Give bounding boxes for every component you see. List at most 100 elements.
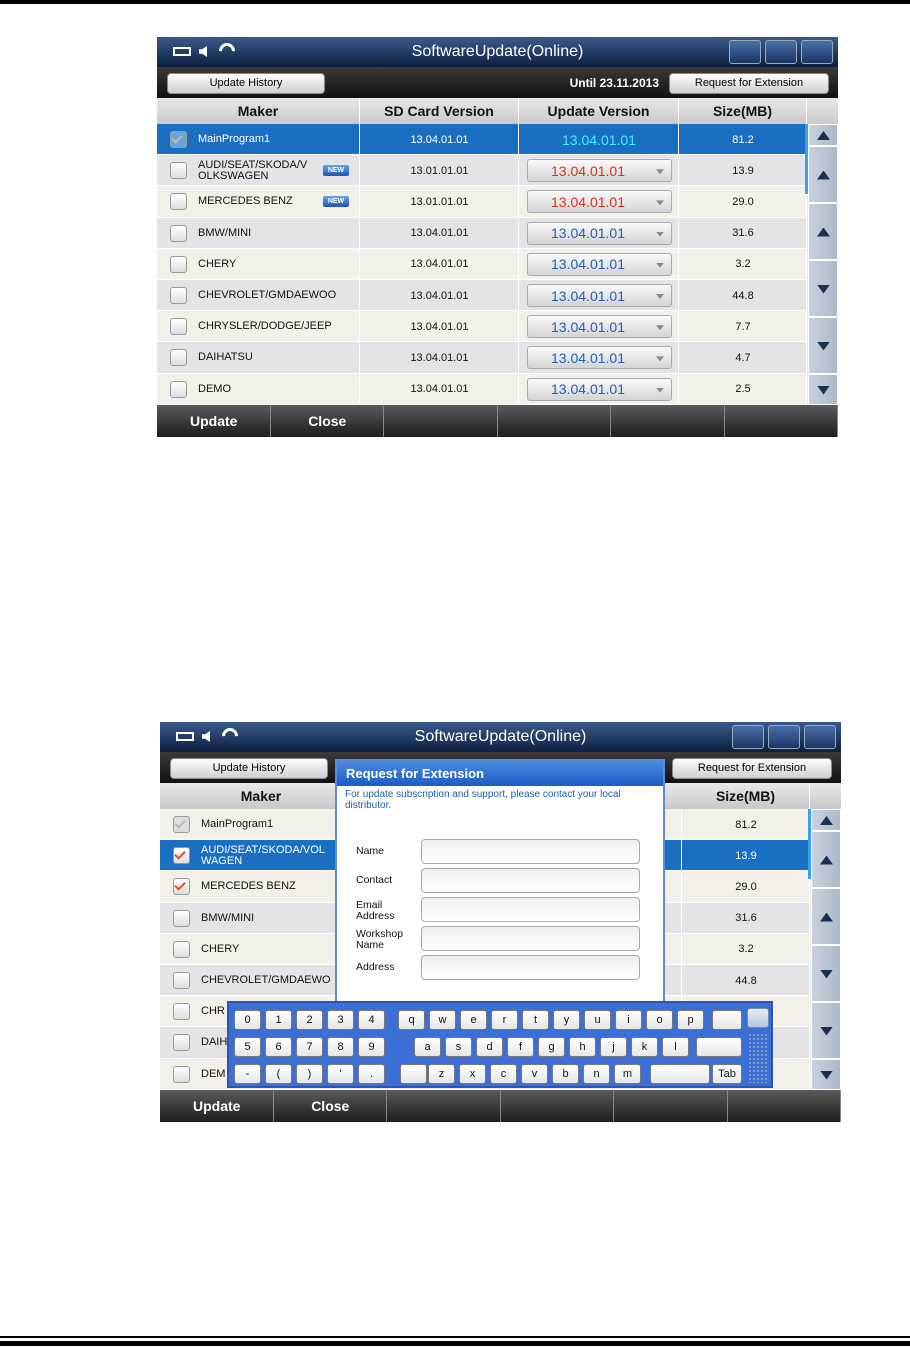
scroll-button[interactable] <box>811 945 841 1002</box>
key[interactable]: o <box>646 1010 673 1030</box>
key[interactable]: 9 <box>358 1037 385 1057</box>
key[interactable]: h <box>569 1037 596 1057</box>
space-key[interactable] <box>650 1064 710 1084</box>
footer-button[interactable] <box>387 1090 501 1122</box>
shift-key[interactable] <box>400 1064 427 1084</box>
scroll-button[interactable] <box>808 146 838 203</box>
checkbox[interactable] <box>173 972 190 989</box>
footer-button[interactable] <box>728 1090 841 1122</box>
key[interactable]: 7 <box>296 1037 323 1057</box>
key[interactable]: q <box>398 1010 425 1030</box>
footer-label[interactable]: Close <box>311 1098 350 1114</box>
key[interactable]: c <box>490 1064 517 1084</box>
version-dropdown[interactable] <box>527 221 672 245</box>
footer-button[interactable] <box>271 405 384 437</box>
scroll-button[interactable] <box>808 260 838 317</box>
key[interactable]: j <box>600 1037 627 1057</box>
key[interactable]: b <box>552 1064 579 1084</box>
scroll-button[interactable] <box>808 317 838 374</box>
history-button[interactable]: Update History <box>167 73 325 94</box>
extension-button[interactable]: Request for Extension <box>672 758 832 779</box>
version-dropdown[interactable] <box>527 252 672 276</box>
key[interactable]: f <box>507 1037 534 1057</box>
key[interactable]: a <box>414 1037 441 1057</box>
scroll-button[interactable] <box>808 203 838 260</box>
scroll-button[interactable] <box>808 374 838 405</box>
key[interactable]: w <box>429 1010 456 1030</box>
nav-button[interactable] <box>765 40 797 64</box>
key[interactable]: m <box>614 1064 641 1084</box>
enter-key[interactable] <box>696 1037 742 1057</box>
key[interactable]: l <box>662 1037 689 1057</box>
nav-button[interactable] <box>729 40 761 64</box>
history-button[interactable]: Update History <box>170 758 328 779</box>
checkbox[interactable] <box>170 162 187 180</box>
checkbox[interactable] <box>173 816 190 833</box>
key[interactable]: g <box>538 1037 565 1057</box>
extension-button[interactable]: Request for Extension <box>669 73 829 94</box>
version-dropdown[interactable] <box>527 159 672 183</box>
nav-button[interactable] <box>804 725 836 749</box>
key[interactable]: ' <box>327 1064 354 1084</box>
key[interactable]: s <box>445 1037 472 1057</box>
footer-label[interactable]: Close <box>308 413 347 429</box>
key[interactable]: p <box>677 1010 704 1030</box>
field-input[interactable] <box>421 926 640 951</box>
key[interactable]: k <box>631 1037 658 1057</box>
footer-label[interactable]: Update <box>193 1098 241 1114</box>
key[interactable]: 8 <box>327 1037 354 1057</box>
key[interactable]: z <box>428 1064 455 1084</box>
key[interactable]: 5 <box>234 1037 261 1057</box>
checkbox[interactable] <box>170 131 187 148</box>
checkbox[interactable] <box>170 193 187 211</box>
checkbox[interactable] <box>170 255 187 273</box>
nav-button[interactable] <box>801 40 833 64</box>
close-key[interactable] <box>747 1008 769 1028</box>
key[interactable]: u <box>584 1010 611 1030</box>
scroll-button[interactable] <box>811 888 841 945</box>
field-input[interactable] <box>421 868 640 893</box>
checkbox[interactable] <box>170 224 187 242</box>
checkbox[interactable] <box>173 1034 190 1052</box>
footer-button[interactable] <box>157 405 271 437</box>
version-dropdown[interactable] <box>527 315 672 339</box>
checkbox[interactable] <box>173 1003 190 1021</box>
key[interactable]: t <box>522 1010 549 1030</box>
scroll-button[interactable] <box>811 809 841 831</box>
key[interactable]: . <box>358 1064 385 1084</box>
key[interactable]: ) <box>296 1064 323 1084</box>
field-input[interactable] <box>421 955 640 980</box>
key[interactable]: x <box>459 1064 486 1084</box>
scroll-button[interactable] <box>808 124 838 146</box>
scroll-button[interactable] <box>811 1002 841 1059</box>
backspace-key[interactable] <box>712 1010 742 1030</box>
checkbox[interactable] <box>173 847 190 865</box>
checkbox[interactable] <box>173 940 190 958</box>
tab-key[interactable]: Tab <box>712 1064 742 1084</box>
key[interactable]: 6 <box>265 1037 292 1057</box>
version-dropdown[interactable] <box>527 284 672 307</box>
key[interactable]: y <box>553 1010 580 1030</box>
key[interactable]: e <box>460 1010 487 1030</box>
scroll-button[interactable] <box>811 831 841 888</box>
version-dropdown[interactable] <box>527 377 672 401</box>
footer-button[interactable] <box>501 1090 614 1122</box>
footer-button[interactable] <box>160 1090 274 1122</box>
checkbox[interactable] <box>170 318 187 336</box>
key[interactable]: r <box>491 1010 518 1030</box>
key[interactable]: 3 <box>327 1010 354 1030</box>
nav-button[interactable] <box>732 725 764 749</box>
scroll-button[interactable] <box>811 1059 841 1090</box>
checkbox[interactable] <box>170 349 187 367</box>
footer-button[interactable] <box>498 405 611 437</box>
footer-button[interactable] <box>611 405 725 437</box>
footer-button[interactable] <box>725 405 838 437</box>
footer-button[interactable] <box>274 1090 387 1122</box>
key[interactable]: - <box>234 1064 261 1084</box>
checkbox[interactable] <box>173 878 190 896</box>
version-dropdown[interactable] <box>527 190 672 214</box>
key[interactable]: n <box>583 1064 610 1084</box>
key[interactable]: ( <box>265 1064 292 1084</box>
footer-label[interactable]: Update <box>190 413 238 429</box>
footer-button[interactable] <box>384 405 498 437</box>
